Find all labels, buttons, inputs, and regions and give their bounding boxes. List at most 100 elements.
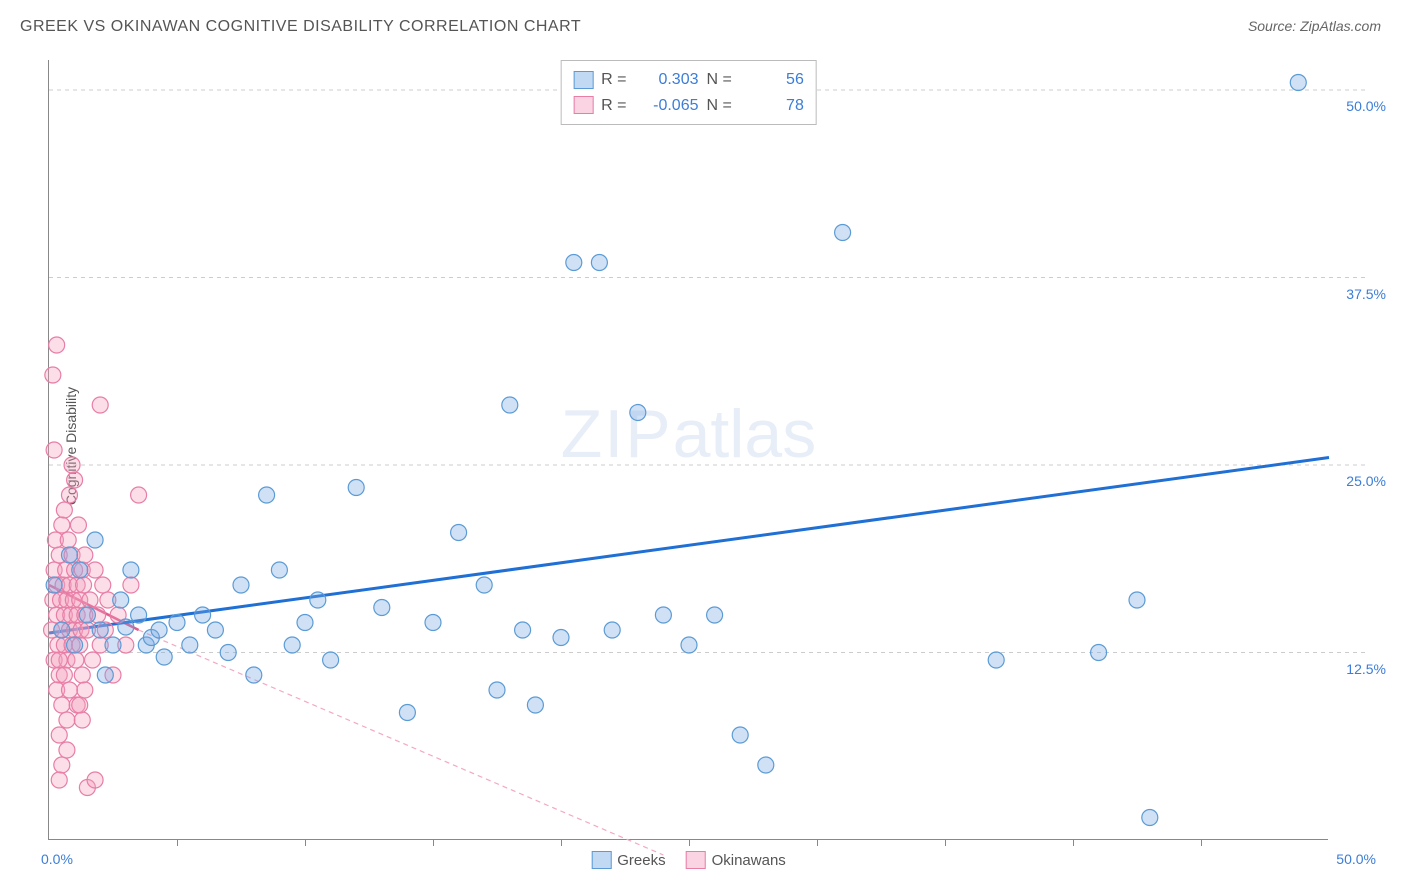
legend-row-greeks: R = 0.303 N = 56	[573, 67, 804, 93]
data-point	[374, 600, 390, 616]
data-point	[61, 487, 77, 503]
data-point	[54, 697, 70, 713]
scatter-svg	[49, 60, 1328, 839]
data-point	[113, 592, 129, 608]
data-point	[553, 630, 569, 646]
data-point	[310, 592, 326, 608]
data-point	[297, 615, 313, 631]
n-label: N =	[707, 67, 732, 93]
data-point	[64, 457, 80, 473]
data-point	[169, 615, 185, 631]
swatch-icon	[573, 71, 593, 89]
data-point	[77, 547, 93, 563]
y-tick-label: 50.0%	[1346, 98, 1386, 114]
data-point	[67, 472, 83, 488]
data-point	[451, 525, 467, 541]
data-point	[207, 622, 223, 638]
data-point	[95, 577, 111, 593]
r-value: 0.303	[639, 67, 699, 93]
plot-area: ZIPatlas R = 0.303 N = 56 R = -0.065 N =…	[48, 60, 1328, 840]
data-point	[348, 480, 364, 496]
data-point	[118, 619, 134, 635]
data-point	[1091, 645, 1107, 661]
data-point	[515, 622, 531, 638]
data-point	[284, 637, 300, 653]
chart-title: GREEK VS OKINAWAN COGNITIVE DISABILITY C…	[20, 18, 581, 36]
data-point	[123, 577, 139, 593]
y-tick-label: 12.5%	[1346, 661, 1386, 677]
r-value: -0.065	[639, 93, 699, 119]
data-point	[246, 667, 262, 683]
legend-item-greeks: Greeks	[591, 851, 665, 869]
data-point	[92, 397, 108, 413]
x-tick-mark	[561, 839, 562, 846]
y-tick-label: 25.0%	[1346, 473, 1386, 489]
data-point	[835, 225, 851, 241]
data-point	[59, 742, 75, 758]
data-point	[156, 649, 172, 665]
data-point	[54, 517, 70, 533]
data-point	[51, 652, 67, 668]
x-tick-mark	[177, 839, 178, 846]
x-tick-mark	[433, 839, 434, 846]
data-point	[131, 487, 147, 503]
data-point	[476, 577, 492, 593]
legend-item-okinawans: Okinawans	[686, 851, 786, 869]
data-point	[527, 697, 543, 713]
data-point	[60, 532, 76, 548]
data-point	[46, 442, 62, 458]
r-label: R =	[601, 93, 626, 119]
data-point	[323, 652, 339, 668]
data-point	[68, 652, 84, 668]
source-attribution: Source: ZipAtlas.com	[1248, 18, 1381, 34]
data-point	[151, 622, 167, 638]
data-point	[61, 682, 77, 698]
x-tick-mark	[1073, 839, 1074, 846]
data-point	[988, 652, 1004, 668]
data-point	[182, 637, 198, 653]
data-point	[72, 562, 88, 578]
data-point	[105, 637, 121, 653]
y-tick-label: 37.5%	[1346, 286, 1386, 302]
data-point	[74, 667, 90, 683]
data-point	[1290, 75, 1306, 91]
data-point	[77, 682, 93, 698]
data-point	[707, 607, 723, 623]
legend-label: Greeks	[617, 852, 665, 869]
data-point	[61, 547, 77, 563]
n-label: N =	[707, 93, 732, 119]
data-point	[70, 517, 86, 533]
data-point	[655, 607, 671, 623]
data-point	[54, 622, 70, 638]
data-point	[72, 697, 88, 713]
legend-label: Okinawans	[712, 852, 786, 869]
data-point	[681, 637, 697, 653]
data-point	[87, 562, 103, 578]
data-point	[56, 667, 72, 683]
x-tick-mark	[1201, 839, 1202, 846]
data-point	[566, 255, 582, 271]
legend-row-okinawans: R = -0.065 N = 78	[573, 93, 804, 119]
data-point	[195, 607, 211, 623]
data-point	[425, 615, 441, 631]
data-point	[79, 607, 95, 623]
data-point	[758, 757, 774, 773]
n-value: 56	[744, 67, 804, 93]
swatch-icon	[591, 851, 611, 869]
x-axis-min-label: 0.0%	[41, 851, 73, 867]
data-point	[74, 712, 90, 728]
data-point	[92, 622, 108, 638]
data-point	[233, 577, 249, 593]
data-point	[45, 367, 61, 383]
data-point	[591, 255, 607, 271]
data-point	[131, 607, 147, 623]
x-tick-mark	[817, 839, 818, 846]
data-point	[732, 727, 748, 743]
data-point	[56, 502, 72, 518]
data-point	[87, 772, 103, 788]
data-point	[489, 682, 505, 698]
data-point	[85, 652, 101, 668]
data-point	[87, 532, 103, 548]
data-point	[220, 645, 236, 661]
swatch-icon	[573, 96, 593, 114]
